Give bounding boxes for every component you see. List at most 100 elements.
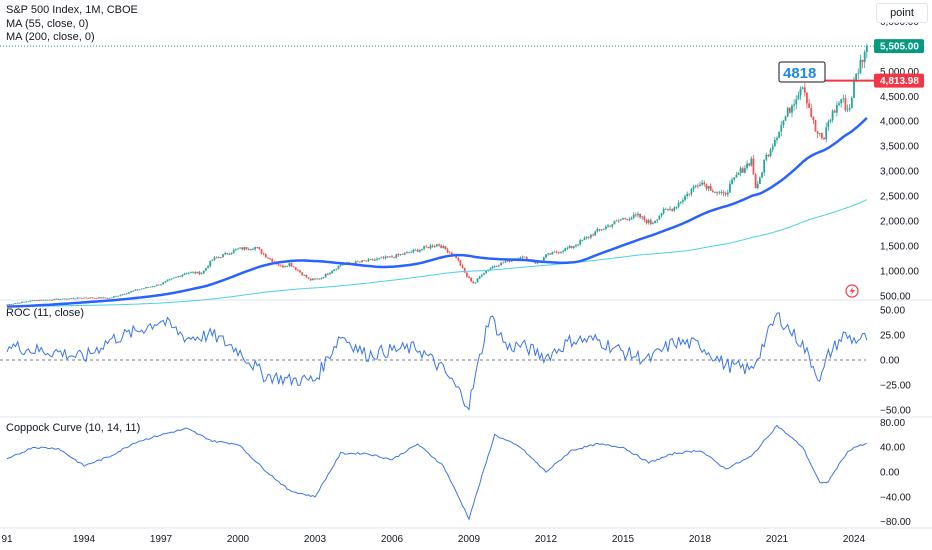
candle-body: [436, 244, 438, 247]
main-legend: S&P 500 Index, 1M, CBOE: [6, 4, 138, 16]
candle-body: [506, 259, 509, 262]
candle-body: [36, 300, 38, 302]
candle-body: [303, 274, 306, 276]
candle-body: [848, 107, 851, 110]
candle-body: [286, 265, 289, 267]
candle-body: [140, 288, 143, 290]
time-tick-label: 2015: [612, 534, 635, 545]
candle-body: [615, 220, 618, 222]
candle-body: [609, 225, 612, 227]
candle-body: [793, 104, 796, 106]
candle-body: [673, 207, 676, 211]
candle-body: [243, 247, 246, 250]
candle-body: [667, 209, 669, 210]
candle-body: [427, 246, 430, 249]
candle-body: [756, 183, 759, 189]
flash-icon[interactable]: [845, 284, 859, 298]
candle-body: [21, 301, 23, 303]
candle-body: [155, 284, 158, 287]
candle-body: [592, 234, 594, 236]
candle-body: [63, 298, 66, 300]
candle-body: [376, 258, 378, 260]
candle-body: [399, 254, 402, 256]
candle-body: [153, 286, 156, 287]
candle-body: [735, 174, 738, 178]
candle-body: [121, 294, 124, 296]
current-price-badge: [874, 39, 924, 54]
candle-body: [190, 272, 192, 274]
coppock-pane[interactable]: [6, 424, 867, 521]
time-tick-label: 91: [1, 534, 13, 545]
candle-body: [175, 277, 177, 278]
candle-body: [761, 172, 763, 178]
candle-body: [222, 254, 224, 258]
candle-body: [16, 302, 19, 304]
candle-body: [106, 297, 109, 299]
candle-body: [493, 266, 496, 267]
candle-body: [33, 300, 36, 302]
candle-body: [367, 259, 370, 262]
candle-body: [207, 266, 209, 269]
time-tick-label: 2003: [304, 534, 327, 545]
candle-body: [806, 92, 808, 104]
candle-body: [397, 254, 400, 256]
scale-mode-button[interactable]: point: [876, 3, 928, 23]
candle-body: [639, 213, 642, 218]
candle-body: [230, 252, 233, 255]
candle-body: [570, 246, 573, 248]
candle-body: [329, 272, 331, 275]
candle-body: [833, 110, 836, 113]
candle-body: [776, 137, 778, 140]
candle-body: [799, 89, 802, 96]
candle-body: [196, 271, 199, 274]
candle-body: [301, 272, 304, 276]
candle-body: [68, 298, 70, 300]
candle-body: [555, 251, 558, 253]
candle-body: [622, 218, 624, 220]
candle-body: [130, 291, 132, 293]
candle-body: [80, 298, 83, 299]
candle-body: [309, 278, 312, 281]
candle-body: [859, 59, 862, 74]
candle-body: [720, 192, 723, 193]
candle-body: [292, 266, 295, 268]
candle-body: [690, 189, 693, 194]
roc-pane[interactable]: [6, 312, 868, 411]
candle-body: [326, 273, 329, 275]
candle-body: [545, 254, 547, 258]
candle-body: [211, 259, 214, 261]
candle-body: [752, 158, 755, 175]
annotation-box[interactable]: [778, 61, 826, 83]
candle-body: [108, 297, 111, 299]
candle-body: [365, 260, 368, 262]
candle-body: [31, 300, 34, 302]
candle-body: [314, 278, 316, 280]
candle-body: [115, 295, 117, 297]
price-pane[interactable]: [6, 43, 868, 308]
candle-body: [810, 107, 813, 118]
candle-body: [157, 284, 160, 286]
candle-body: [709, 185, 712, 191]
candle-body: [205, 268, 207, 271]
candle-body: [256, 247, 259, 248]
candle-body: [604, 226, 607, 229]
candle-body: [568, 246, 571, 249]
candle-body: [677, 202, 680, 207]
candle-body: [590, 234, 592, 238]
candle-body: [722, 192, 725, 194]
candle-body: [42, 299, 45, 301]
coppock-legend: Coppock Curve (10, 14, 11): [6, 422, 141, 434]
candle-body: [288, 263, 291, 266]
candle-body: [271, 259, 274, 262]
candle-body: [237, 248, 239, 250]
candle-body: [318, 278, 321, 280]
candle-body: [198, 271, 201, 275]
candle-body: [658, 215, 661, 220]
time-tick-label: 2000: [227, 534, 250, 545]
candle-body: [474, 282, 477, 284]
candle-body: [714, 192, 716, 193]
candle-body: [803, 87, 806, 93]
candle-body: [566, 248, 569, 249]
candle-body: [818, 133, 821, 134]
candle-body: [249, 249, 252, 250]
